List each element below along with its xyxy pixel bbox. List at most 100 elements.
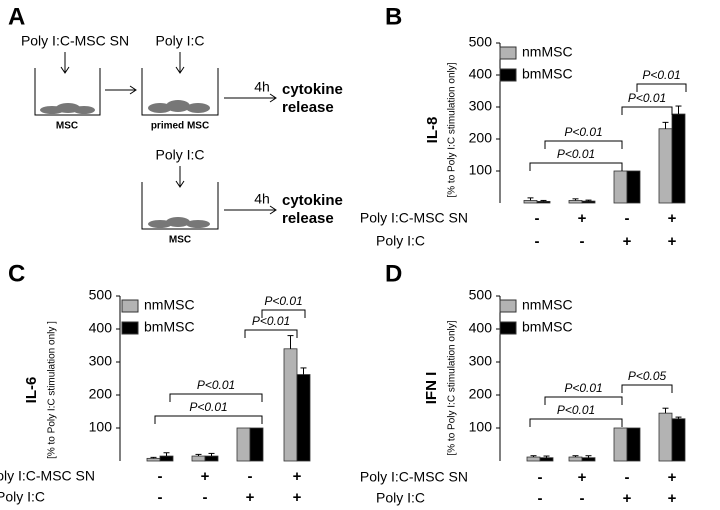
condition-label: Poly I:C: [376, 490, 425, 506]
cells: [148, 100, 210, 113]
y-tick-label: 500: [89, 287, 113, 303]
chart: D 100 200 300 400 500 IFN I [% to Poly I:C stim…: [360, 260, 686, 507]
bar: [671, 113, 686, 204]
result: cytokine: [282, 81, 343, 98]
y-axis-title: IFN I: [423, 372, 440, 405]
legend-swatch: [499, 299, 517, 313]
condition-label: Poly I:C-MSC SN: [360, 469, 468, 485]
significance-bracket: [244, 329, 298, 338]
condition-sign: -: [538, 490, 543, 507]
condition-sign: -: [625, 469, 630, 486]
panel-label: D: [385, 260, 402, 287]
panel-label: C: [8, 260, 25, 287]
significance-label: P<0.01: [557, 147, 595, 161]
y-tick-label: 100: [469, 162, 493, 178]
bar: [146, 457, 161, 462]
y-axis-subtitle: [% to Poly I:C stimulation only]: [447, 62, 458, 197]
y-tick-label: 100: [469, 419, 493, 435]
bar: [159, 455, 174, 462]
condition-label: Poly I:C: [376, 233, 425, 249]
bar: [236, 427, 251, 462]
condition-sign: -: [580, 233, 585, 250]
condition-sign: +: [293, 468, 302, 485]
legend-swatch: [499, 321, 517, 335]
bar: [249, 427, 264, 462]
significance-bracket: [261, 309, 306, 318]
condition-sign: +: [623, 233, 632, 250]
condition-sign: +: [668, 210, 677, 227]
arrow-head: [129, 85, 137, 95]
legend-label: nmMSC: [522, 297, 573, 313]
result: release: [282, 210, 334, 227]
condition-sign: -: [535, 210, 540, 227]
legend-label: bmMSC: [522, 319, 573, 335]
significance-bracket: [621, 384, 673, 393]
significance-label: P<0.05: [628, 369, 667, 383]
y-tick-label: 500: [469, 34, 493, 50]
condition-sign: -: [248, 468, 253, 485]
y-tick-label: 300: [469, 98, 493, 114]
y-tick-label: 100: [89, 419, 113, 435]
legend-swatch: [499, 46, 517, 60]
significance-label: P<0.01: [252, 314, 290, 328]
cells: [148, 217, 210, 228]
time: 4h: [254, 79, 270, 95]
bar: [191, 455, 206, 462]
bar: [671, 418, 686, 462]
bar: [613, 427, 628, 462]
arrow-head: [60, 66, 70, 74]
condition-sign: -: [625, 210, 630, 227]
arrow-head: [269, 93, 277, 103]
significance-label: P<0.01: [264, 294, 302, 308]
treatment: Poly I:C-MSC SN: [21, 33, 129, 49]
condition-label: Poly I:C-MSC SN: [360, 210, 468, 226]
arrow-head: [269, 205, 277, 215]
significance-bracket: [636, 83, 687, 92]
arrow-head: [175, 66, 185, 74]
bar: [296, 374, 311, 462]
bar: [283, 348, 298, 462]
legend-label: bmMSC: [522, 66, 573, 82]
significance-bracket: [169, 393, 263, 402]
legend-swatch: [121, 321, 139, 335]
condition-sign: +: [668, 469, 677, 486]
y-tick-label: 300: [469, 353, 493, 369]
chart: C 100 200 300 400 500 IL-6 [% to Poly I:C stimu…: [0, 260, 311, 506]
bar: [658, 128, 673, 204]
condition-sign: -: [535, 233, 540, 250]
condition-sign: -: [203, 489, 208, 506]
significance-bracket: [621, 106, 673, 115]
bar: [658, 412, 673, 462]
bar: [539, 457, 554, 462]
condition-sign: +: [246, 489, 255, 506]
cells-label: MSC: [169, 235, 191, 246]
panel-label: A: [8, 3, 25, 30]
bar: [581, 200, 596, 204]
legend-label: nmMSC: [144, 297, 195, 313]
y-tick-label: 400: [89, 320, 113, 336]
legend-swatch: [499, 68, 517, 82]
treatment: Poly I:C: [155, 147, 204, 163]
legend-label: nmMSC: [522, 44, 573, 60]
bar: [523, 200, 538, 204]
significance-label: P<0.01: [197, 378, 235, 392]
beaker: [141, 182, 219, 230]
bar: [613, 170, 628, 204]
bar: [568, 200, 583, 204]
significance-label: P<0.01: [564, 381, 602, 395]
y-tick-label: 400: [469, 320, 493, 336]
bar: [626, 170, 641, 204]
condition-sign: +: [668, 490, 677, 507]
condition-sign: +: [293, 489, 302, 506]
legend-label: bmMSC: [144, 319, 195, 335]
y-tick-label: 500: [469, 287, 493, 303]
y-axis-subtitle: [% to Poly I:C stimulation only ]: [47, 321, 58, 459]
bar: [568, 456, 583, 462]
condition-sign: -: [538, 469, 543, 486]
significance-label: P<0.01: [189, 400, 227, 414]
y-tick-label: 200: [469, 130, 493, 146]
condition-sign: -: [158, 489, 163, 506]
bar: [626, 427, 641, 462]
condition-sign: +: [578, 469, 587, 486]
